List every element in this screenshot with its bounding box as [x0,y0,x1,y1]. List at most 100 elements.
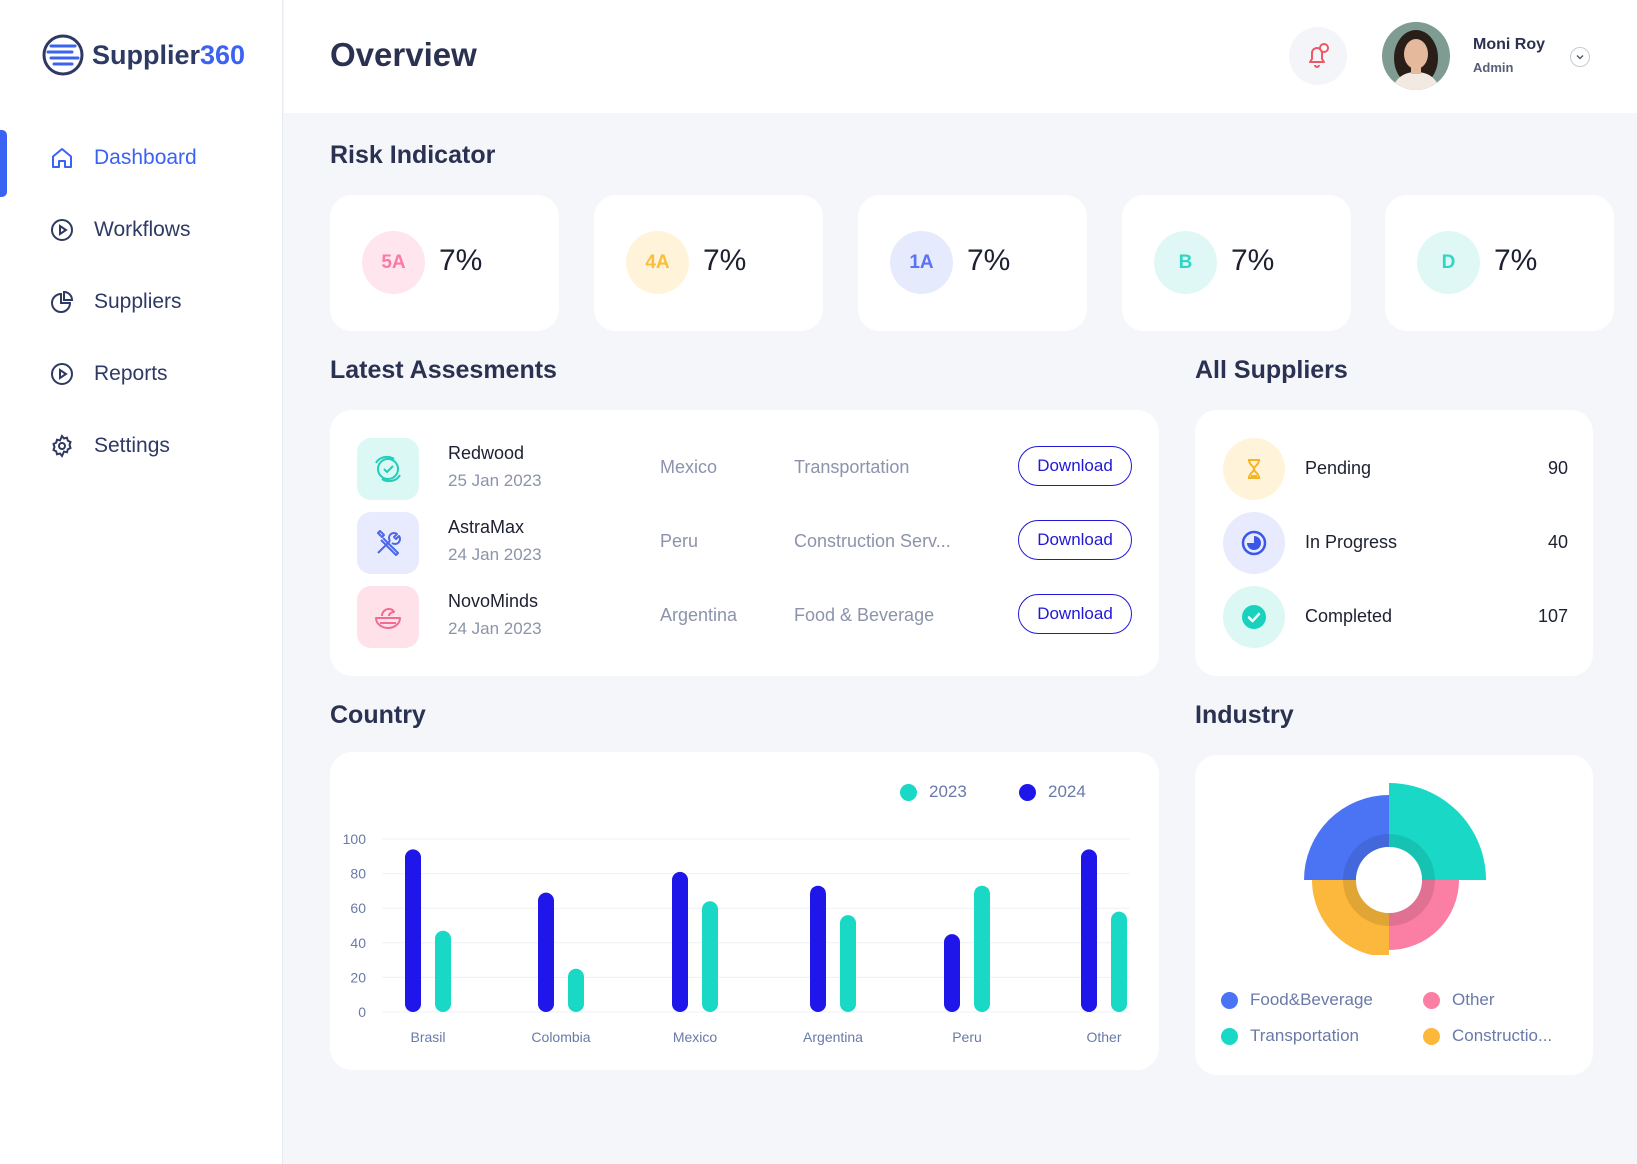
risk-grade-badge: 5A [362,231,425,294]
country-chart-card: 2023 2024 0 20 40 60 80 100 Brasil Colombia Mexi… [330,752,1159,1070]
sidebar-item-suppliers[interactable]: Suppliers [50,290,182,314]
supplier-status-label: Completed [1305,606,1393,626]
legend-item-transportation: Transportation [1221,1026,1359,1046]
logo[interactable]: Supplier360 [42,34,245,76]
risk-value: 7% [967,244,1011,277]
risk-card-b[interactable]: B 7% [1122,195,1351,331]
bar-2024-colombia [538,892,554,1012]
list-item[interactable]: In Progress 40 [1223,512,1568,576]
play-circle-icon [51,363,73,385]
latest-assessments-title: Latest Assesments [330,356,557,384]
risk-value: 7% [703,244,747,277]
chevron-down-icon [1576,54,1584,60]
risk-card-d[interactable]: D 7% [1385,195,1614,331]
supplier-status-count: 90 [1547,458,1568,478]
list-item: Redwood 25 Jan 2023 Mexico Transportatio… [357,438,1137,502]
tools-icon [357,512,419,574]
legend-dot-icon [1019,783,1036,801]
bar-2024-mexico [672,871,688,1012]
pie-icon [51,290,74,313]
industry-chart-card: Food&Beverage Other Transportation Const… [1195,755,1593,1075]
legend-item-2023: 2023 [900,782,967,802]
legend-item-other: Other [1423,990,1495,1010]
bar-2023-argentina [840,915,856,1012]
check-circle-icon [1223,586,1285,648]
legend-label: Other [1452,990,1495,1009]
list-item[interactable]: Completed 107 [1223,586,1568,650]
legend-item-2024: 2024 [1019,782,1086,802]
y-tick-label: 0 [358,1004,366,1020]
sidebar-item-workflows[interactable]: Workflows [50,218,190,242]
x-tick-label: Brasil [410,1029,445,1045]
risk-grade-badge: 4A [626,231,689,294]
legend-label: Transportation [1250,1026,1359,1045]
all-suppliers-title: All Suppliers [1195,356,1348,384]
country-title: Country [330,701,426,729]
sidebar-item-dashboard[interactable]: Dashboard [50,146,197,170]
legend-label: Food&Beverage [1250,990,1373,1009]
assessment-industry: Construction Serv... [794,531,951,551]
y-tick-label: 100 [343,831,367,847]
assessment-industry: Transportation [794,457,910,477]
sidebar-item-settings[interactable]: Settings [50,434,170,458]
industry-pie-chart [1304,783,1486,955]
sidebar-item-label: Dashboard [94,146,197,169]
avatar-photo-icon [1382,22,1450,90]
legend-label: 2023 [929,782,967,801]
supplier-status-count: 107 [1537,606,1568,626]
country-bar-chart: 0 20 40 60 80 100 Brasil Colombia Mexico Argentin… [343,831,1130,1045]
bar-2023-other [1111,911,1127,1012]
y-tick-label: 80 [350,866,366,882]
assessment-name: AstraMax [448,517,525,537]
legend-item-construction: Constructio... [1423,1026,1552,1046]
bar-2023-brasil [435,930,451,1012]
list-item: AstraMax 24 Jan 2023 Peru Construction S… [357,512,1137,576]
y-tick-label: 20 [350,969,366,985]
supplier-status-label: Pending [1305,458,1372,478]
risk-grade-badge: 1A [890,231,953,294]
sidebar-item-label: Reports [94,362,168,385]
sidebar-item-reports[interactable]: Reports [50,362,168,386]
download-button[interactable]: Download [1018,520,1132,560]
logo-text: Supplier360 [92,39,246,70]
transport-icon [357,438,419,500]
assessment-date: 25 Jan 2023 [448,471,542,490]
x-tick-label: Mexico [673,1029,718,1045]
home-icon [52,148,72,168]
x-tick-label: Other [1086,1029,1121,1045]
y-tick-label: 40 [350,935,366,951]
slice-constructio [1312,880,1389,955]
risk-card-1a[interactable]: 1A 7% [858,195,1087,331]
avatar[interactable] [1382,22,1450,90]
gear-icon [52,434,72,458]
hourglass-icon [1223,438,1285,500]
list-item[interactable]: Pending 90 [1223,438,1568,502]
risk-grade-badge: D [1417,231,1480,294]
user-role: Admin [1473,60,1514,75]
donut-hole [1356,847,1422,913]
assessment-industry: Food & Beverage [794,605,935,625]
assessment-date: 24 Jan 2023 [448,545,542,564]
assessment-date: 24 Jan 2023 [448,619,542,638]
risk-card-5a[interactable]: 5A 7% [330,195,559,331]
suppliers-card: Pending 90 In Progress 40 Completed 107 [1195,410,1593,676]
bar-2024-brasil [405,849,421,1012]
download-button[interactable]: Download [1018,594,1132,634]
slice-transportation [1389,783,1486,880]
legend-dot-icon [1423,1027,1440,1045]
play-circle-icon [51,219,73,241]
risk-value: 7% [1494,244,1538,277]
notifications-button[interactable] [1289,27,1347,85]
user-menu-toggle[interactable] [1570,47,1590,67]
nav-active-indicator [0,130,7,197]
risk-card-4a[interactable]: 4A 7% [594,195,823,331]
y-tick-label: 60 [350,900,366,916]
assessment-country: Mexico [660,457,718,477]
legend-dot-icon [1221,1027,1238,1045]
food-bowl-icon [357,586,419,648]
download-button[interactable]: Download [1018,446,1132,486]
progress-clock-icon [1223,512,1285,574]
supplier-status-count: 40 [1547,532,1568,552]
bar-2024-argentina [810,885,826,1012]
legend-dot-icon [1423,991,1440,1009]
